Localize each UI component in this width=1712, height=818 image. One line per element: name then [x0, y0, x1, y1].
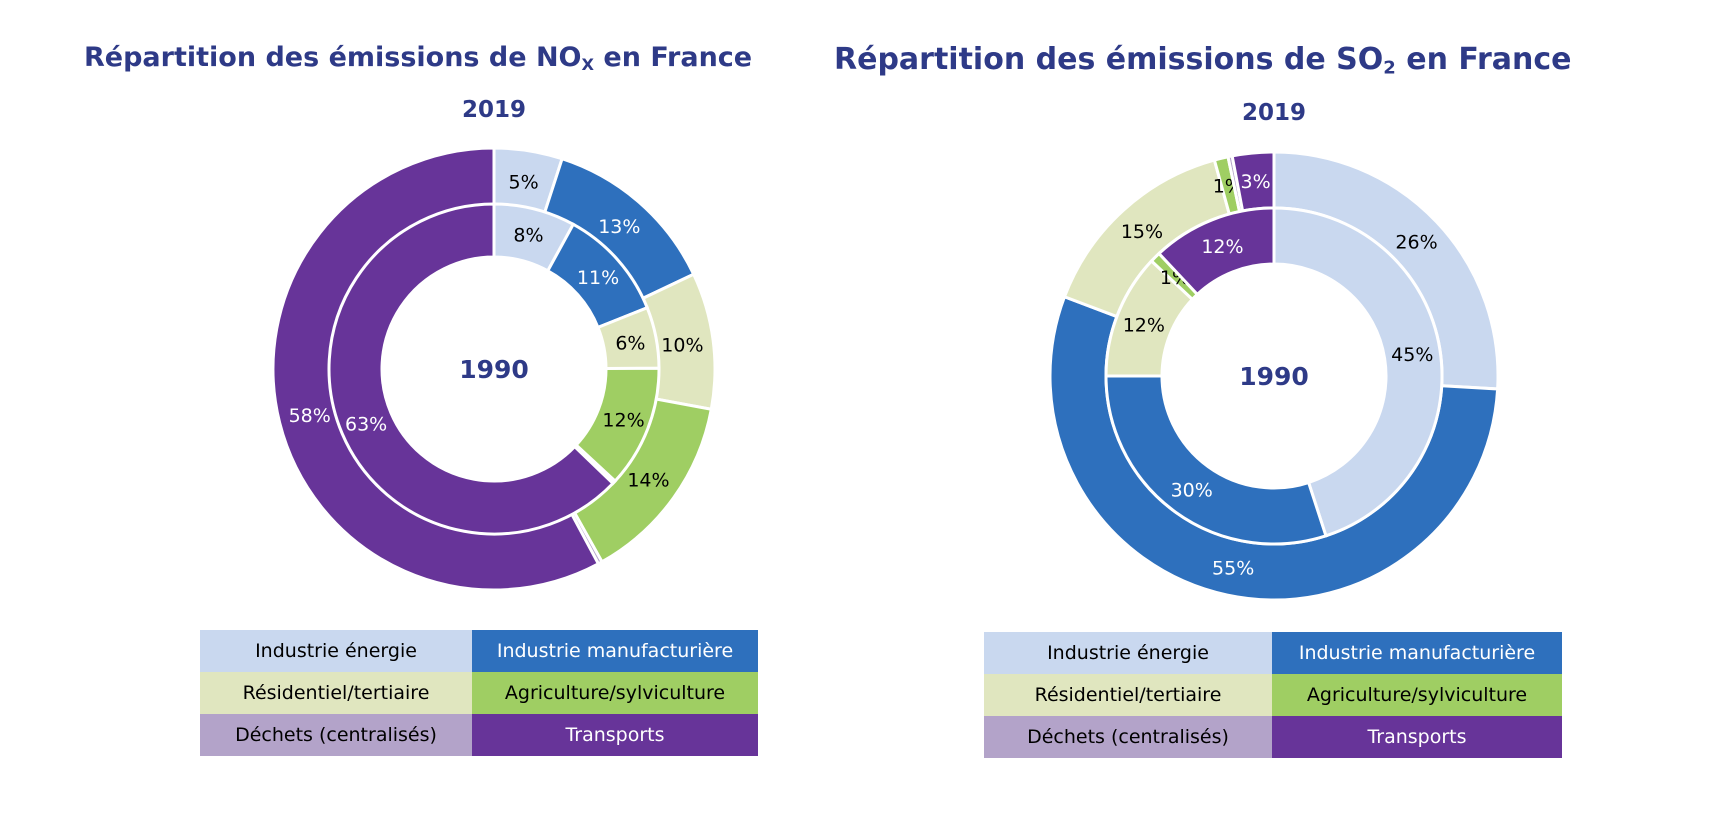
so2-chart-panel: Répartition des émissions de SO2 en Fran…: [790, 0, 1590, 818]
so2-legend-item-transports: Transports: [1272, 716, 1562, 758]
so2-legend-item-industrie-manufacturiere: Industrie manufacturière: [1272, 632, 1562, 674]
so2-inner-slice-industrie-energie: [1272, 206, 1444, 538]
nox-outer-data-label: 13%: [598, 216, 640, 238]
nox-inner-ring-label: 1990: [459, 355, 529, 384]
so2-legend: Industrie énergie Industrie manufacturièr…: [984, 632, 1562, 758]
nox-outer-data-label: 5%: [509, 171, 539, 193]
so2-chart-title: Répartition des émissions de SO2 en Fran…: [834, 42, 1572, 79]
so2-legend-item-industrie-energie: Industrie énergie: [984, 632, 1272, 674]
nox-legend-item-agriculture-sylviculture: Agriculture/sylviculture: [472, 672, 758, 714]
so2-outer-data-label: 55%: [1212, 558, 1254, 580]
so2-legend-item-agriculture-sylviculture: Agriculture/sylviculture: [1272, 674, 1562, 716]
nox-outer-data-label: 10%: [661, 334, 703, 356]
nox-inner-data-label: 63%: [345, 413, 387, 435]
nox-legend-item-industrie-manufacturiere: Industrie manufacturière: [472, 630, 758, 672]
nox-inner-data-label: 6%: [615, 332, 645, 354]
so2-inner-slice-transports: [1156, 206, 1276, 297]
nox-legend-item-dechets-centralises: Déchets (centralisés): [200, 714, 472, 756]
nox-chart-title: Répartition des émissions de NOX en Fran…: [84, 42, 753, 75]
so2-inner-data-label: 45%: [1391, 344, 1433, 366]
nox-legend-item-residentiel-tertiaire: Résidentiel/tertiaire: [200, 672, 472, 714]
so2-inner-slice-industrie-manufacturiere: [1104, 374, 1328, 546]
so2-outer-data-label: 26%: [1395, 231, 1437, 253]
nox-inner-data-label: 12%: [602, 409, 644, 431]
so2-outer-ring-label: 2019: [1242, 100, 1306, 126]
so2-outer-data-label: 3%: [1241, 171, 1271, 193]
nox-legend-item-industrie-energie: Industrie énergie: [200, 630, 472, 672]
nox-donut-chart: 5% 13% 10% 14% 58% 8% 11% 6% 12% 63% 2019 1990: [271, 97, 717, 592]
so2-legend-item-dechets-centralises: Déchets (centralisés): [984, 716, 1272, 758]
nox-outer-data-label: 14%: [627, 470, 669, 492]
so2-legend-item-residentiel-tertiaire: Résidentiel/tertiaire: [984, 674, 1272, 716]
so2-inner-data-label: 12%: [1201, 236, 1243, 258]
so2-inner-ring-label: 1990: [1239, 362, 1309, 391]
so2-outer-data-label: 15%: [1121, 221, 1163, 243]
so2-inner-data-label: 30%: [1171, 479, 1213, 501]
nox-outer-data-label: 58%: [289, 405, 331, 427]
nox-outer-ring-label: 2019: [462, 97, 526, 123]
nox-legend-item-transports: Transports: [472, 714, 758, 756]
so2-inner-data-label: 12%: [1123, 314, 1165, 336]
nox-inner-data-label: 8%: [513, 224, 543, 246]
nox-inner-slice-transports: [327, 202, 616, 536]
nox-legend: Industrie énergie Industrie manufacturièr…: [200, 630, 758, 756]
nox-inner-data-label: 11%: [577, 267, 619, 289]
nox-chart-panel: Répartition des émissions de NOX en Fran…: [0, 0, 800, 818]
